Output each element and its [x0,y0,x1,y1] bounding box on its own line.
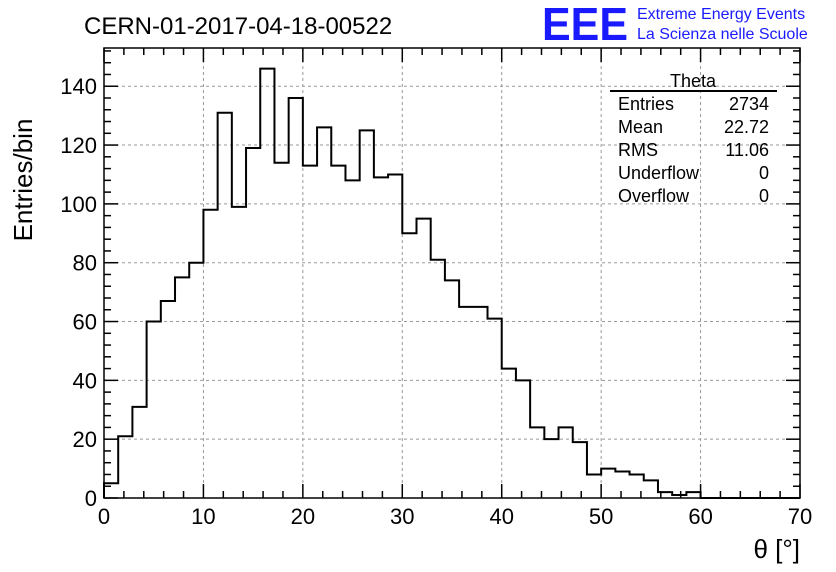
grid-lines [104,48,800,498]
stats-label: Overflow [618,186,690,206]
stats-label: RMS [618,140,658,160]
stats-value: 2734 [729,94,769,114]
x-tick-label: 40 [489,504,513,529]
y-tick-label: 0 [85,486,97,511]
x-axis-label: θ [°] [753,534,800,564]
stats-box: Theta Entries 2734 Mean 22.72 RMS 11.06 Underf… [610,71,777,206]
y-axis-label: Entries/bin [8,119,38,242]
stats-value: 22.72 [724,117,769,137]
x-tick-label: 20 [291,504,315,529]
x-tick-label: 70 [788,504,812,529]
x-axis: 0 10 20 30 40 50 60 70 [98,48,812,529]
y-tick-label: 80 [73,251,97,276]
stats-value: 0 [759,163,769,183]
x-tick-label: 10 [191,504,215,529]
histogram-line [103,67,800,499]
eee-logo: EEE [542,0,628,50]
logo-subtitle-line1: Extreme Energy Events [637,6,805,23]
run-title: CERN-01-2017-04-18-00522 [84,13,392,40]
stats-rows: Entries 2734 Mean 22.72 RMS 11.06 Underflow 0 Ov… [618,94,769,206]
stats-label: Mean [618,117,663,137]
plot-frame [103,47,801,499]
y-tick-label: 120 [60,133,97,158]
x-tick-label: 60 [688,504,712,529]
stats-value: 11.06 [725,140,769,160]
stats-label: Underflow [618,163,700,183]
y-tick-label: 60 [73,310,97,335]
y-axis: 0 20 40 60 80 100 120 140 [60,50,800,511]
y-tick-label: 40 [73,368,97,393]
x-tick-label: 30 [390,504,414,529]
stats-label: Entries [618,94,674,114]
y-tick-label: 140 [60,74,97,99]
y-tick-label: 100 [60,192,97,217]
x-tick-label: 50 [589,504,613,529]
x-tick-label: 0 [98,504,110,529]
stats-title: Theta [670,71,717,91]
y-tick-label: 20 [73,427,97,452]
logo-subtitle-line2: La Scienza nelle Scuole [637,26,808,43]
stats-value: 0 [759,186,769,206]
